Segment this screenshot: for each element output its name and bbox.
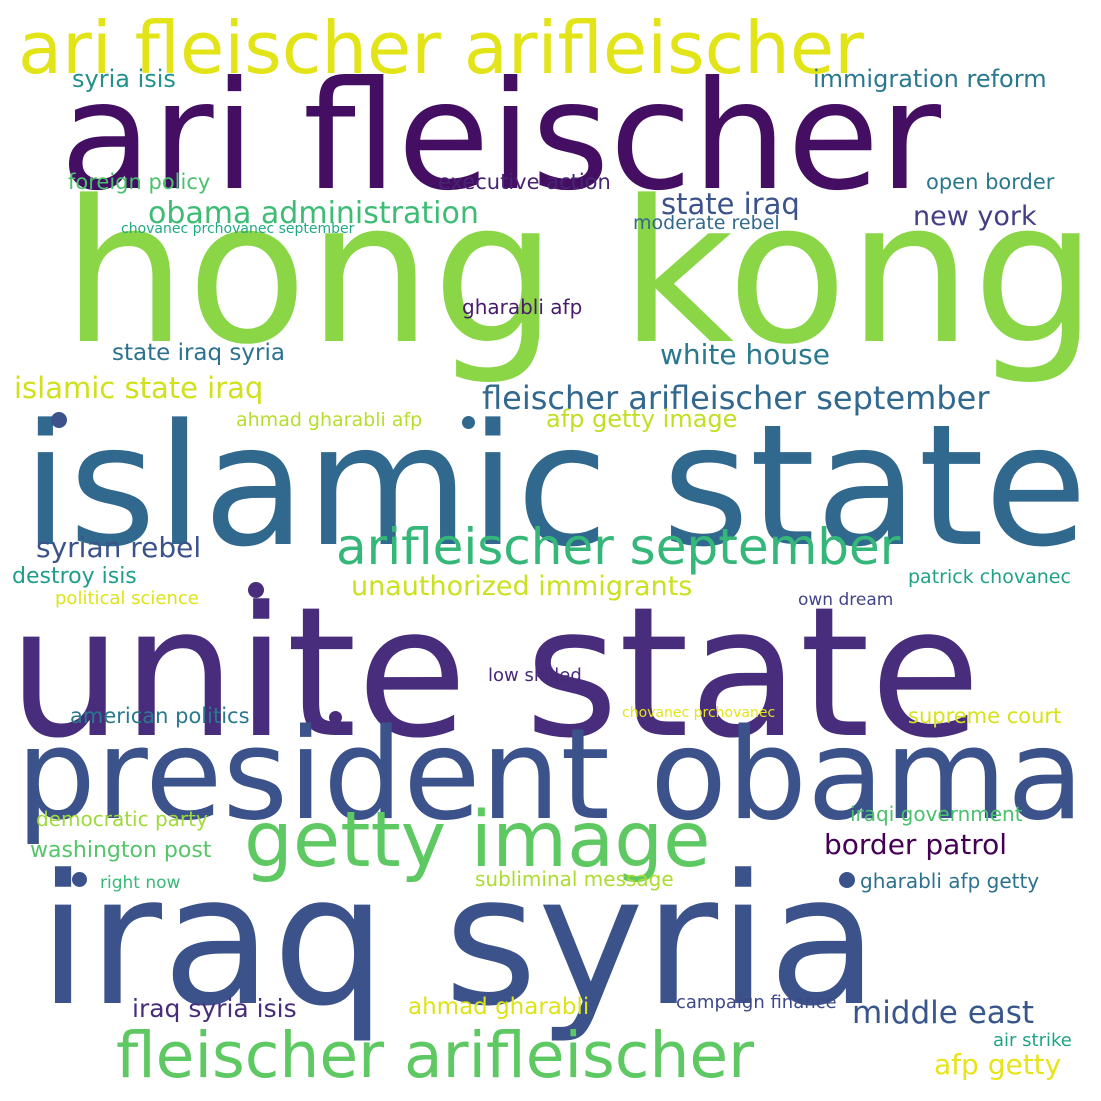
word: immigration reform xyxy=(813,65,1047,93)
word: political science xyxy=(55,588,199,609)
word: ari fleischer arifleischer xyxy=(18,6,864,90)
word: middle east xyxy=(852,995,1035,1031)
word: iraq syria isis xyxy=(132,994,297,1023)
word: gharabli afp xyxy=(462,295,583,319)
word: subliminal message xyxy=(475,867,674,891)
word: chovanec prchovanec september xyxy=(121,221,355,237)
word: supreme court xyxy=(908,704,1062,728)
dot-6 xyxy=(839,872,855,888)
word: afp getty image xyxy=(546,405,738,433)
word: islamic state iraq xyxy=(14,371,264,405)
word: low skilled xyxy=(488,665,582,686)
word: hong kong xyxy=(62,159,1098,388)
word: executive action xyxy=(438,170,611,194)
word: own dream xyxy=(798,590,894,610)
word: campaign finance xyxy=(676,992,837,1013)
word: border patrol xyxy=(824,828,1008,861)
word: state iraq xyxy=(661,187,800,221)
word: iraq syria xyxy=(38,837,879,1046)
dot-5 xyxy=(72,872,87,887)
word: white house xyxy=(660,338,830,371)
word: ahmad gharabli afp xyxy=(236,409,423,431)
word: destroy isis xyxy=(12,564,137,589)
word: president obama xyxy=(16,701,1085,848)
word: islamic state xyxy=(22,388,1088,584)
word: gharabli afp getty xyxy=(860,869,1040,893)
word: obama administration xyxy=(148,196,479,231)
word: moderate rebel xyxy=(633,212,780,234)
word: fleischer arifleischer xyxy=(116,1019,755,1092)
word: patrick chovanec xyxy=(908,566,1071,588)
word: american politics xyxy=(70,704,250,728)
dot-2 xyxy=(462,416,475,429)
word: ahmad gharabli xyxy=(408,994,590,1020)
word: arifleischer september xyxy=(336,518,901,576)
word: open border xyxy=(926,170,1055,194)
word: chovanec prchovanec xyxy=(622,705,776,721)
word: iraqi government xyxy=(850,802,1023,826)
dot-4 xyxy=(329,711,342,724)
word: unauthorized immigrants xyxy=(351,571,693,602)
word: washington post xyxy=(30,838,212,863)
word: ari fleischer xyxy=(60,50,942,224)
word: democratic party xyxy=(36,807,208,831)
word: fleischer arifleischer september xyxy=(482,379,990,417)
word: afp getty xyxy=(934,1048,1062,1081)
word: getty image xyxy=(244,796,711,885)
word: right now xyxy=(100,873,181,893)
word: foreign policy xyxy=(68,170,211,194)
word: state iraq syria xyxy=(112,340,285,366)
word: unite state xyxy=(8,569,981,778)
word: new york xyxy=(913,201,1037,232)
word: syria isis xyxy=(72,65,176,93)
dot-3 xyxy=(248,582,264,598)
word: syrian rebel xyxy=(36,531,202,564)
dot-1 xyxy=(51,412,67,428)
word: air strike xyxy=(993,1030,1072,1051)
